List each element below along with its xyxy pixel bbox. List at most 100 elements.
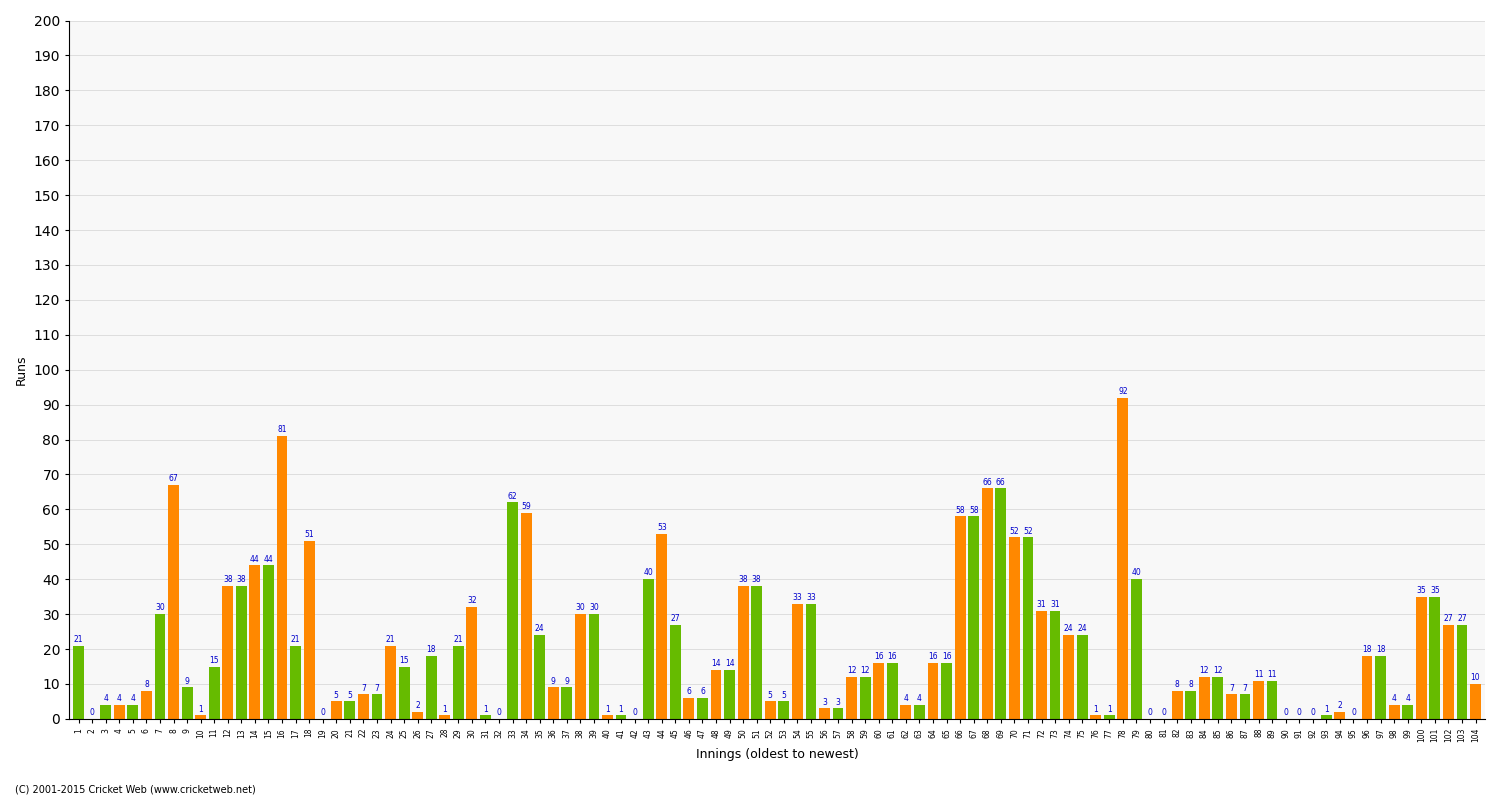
- Bar: [574, 614, 586, 719]
- Text: 30: 30: [576, 603, 585, 613]
- Text: 1: 1: [618, 705, 624, 714]
- Bar: [1036, 610, 1047, 719]
- Text: 33: 33: [792, 593, 802, 602]
- Bar: [602, 715, 613, 719]
- Bar: [1198, 677, 1209, 719]
- Bar: [1430, 597, 1440, 719]
- Text: 0: 0: [1161, 708, 1166, 717]
- Text: 44: 44: [264, 554, 273, 563]
- Text: 5: 5: [782, 690, 786, 700]
- Bar: [859, 677, 870, 719]
- Text: 21: 21: [291, 635, 300, 644]
- Text: 67: 67: [168, 474, 178, 483]
- Bar: [1266, 681, 1278, 719]
- Bar: [534, 635, 544, 719]
- Bar: [1252, 681, 1264, 719]
- Bar: [303, 541, 315, 719]
- Bar: [711, 670, 722, 719]
- Text: 10: 10: [1470, 674, 1480, 682]
- Text: (C) 2001-2015 Cricket Web (www.cricketweb.net): (C) 2001-2015 Cricket Web (www.cricketwe…: [15, 784, 255, 794]
- Bar: [1023, 538, 1034, 719]
- Bar: [520, 513, 531, 719]
- Text: 24: 24: [1064, 624, 1074, 634]
- Bar: [1104, 715, 1114, 719]
- Text: 58: 58: [969, 506, 978, 514]
- Text: 4: 4: [117, 694, 122, 703]
- Text: 1: 1: [483, 705, 488, 714]
- Bar: [209, 666, 219, 719]
- Text: 21: 21: [74, 635, 84, 644]
- Text: 52: 52: [1010, 526, 1019, 535]
- Bar: [1416, 597, 1426, 719]
- Bar: [1456, 625, 1467, 719]
- Text: 16: 16: [928, 652, 938, 662]
- Bar: [141, 691, 152, 719]
- Text: 31: 31: [1036, 600, 1047, 609]
- Text: 4: 4: [104, 694, 108, 703]
- Text: 0: 0: [1311, 708, 1316, 717]
- Bar: [982, 489, 993, 719]
- Text: 8: 8: [1174, 680, 1179, 690]
- Text: 1: 1: [442, 705, 447, 714]
- Text: 16: 16: [942, 652, 951, 662]
- Bar: [386, 646, 396, 719]
- Text: 3: 3: [822, 698, 827, 706]
- Bar: [886, 663, 897, 719]
- Bar: [778, 702, 789, 719]
- Bar: [792, 604, 802, 719]
- Text: 0: 0: [1298, 708, 1302, 717]
- Text: 7: 7: [362, 684, 366, 693]
- Text: 24: 24: [1077, 624, 1088, 634]
- Bar: [100, 705, 111, 719]
- Text: 81: 81: [278, 426, 286, 434]
- Bar: [969, 516, 980, 719]
- Text: 27: 27: [670, 614, 680, 623]
- Bar: [670, 625, 681, 719]
- Bar: [1239, 694, 1251, 719]
- Text: 35: 35: [1416, 586, 1426, 595]
- Bar: [927, 663, 939, 719]
- Text: 8: 8: [1188, 680, 1192, 690]
- Text: 31: 31: [1050, 600, 1060, 609]
- Text: 5: 5: [334, 690, 339, 700]
- Text: 0: 0: [1148, 708, 1152, 717]
- Bar: [684, 698, 694, 719]
- Text: 66: 66: [996, 478, 1005, 486]
- Text: 7: 7: [1228, 684, 1234, 693]
- Bar: [846, 677, 856, 719]
- Bar: [332, 702, 342, 719]
- Bar: [900, 705, 912, 719]
- Bar: [996, 489, 1006, 719]
- Text: 38: 38: [738, 575, 748, 585]
- Bar: [507, 502, 518, 719]
- Bar: [1090, 715, 1101, 719]
- Text: 5: 5: [768, 690, 772, 700]
- Text: 2: 2: [1338, 701, 1342, 710]
- Text: 0: 0: [321, 708, 326, 717]
- Text: 6: 6: [687, 687, 692, 696]
- Text: 18: 18: [1376, 646, 1386, 654]
- Bar: [466, 607, 477, 719]
- Text: 6: 6: [700, 687, 705, 696]
- Text: 21: 21: [386, 635, 396, 644]
- Bar: [1443, 625, 1454, 719]
- Bar: [413, 712, 423, 719]
- Bar: [561, 687, 572, 719]
- Text: 9: 9: [184, 677, 189, 686]
- Bar: [1077, 635, 1088, 719]
- Text: 38: 38: [237, 575, 246, 585]
- Bar: [914, 705, 926, 719]
- Text: 4: 4: [1392, 694, 1396, 703]
- Bar: [1050, 610, 1060, 719]
- Text: 1: 1: [198, 705, 202, 714]
- Text: 2: 2: [416, 701, 420, 710]
- Text: 16: 16: [888, 652, 897, 662]
- Bar: [1118, 398, 1128, 719]
- Text: 92: 92: [1118, 387, 1128, 396]
- Bar: [453, 646, 464, 719]
- Bar: [657, 534, 668, 719]
- Bar: [615, 715, 627, 719]
- Text: 0: 0: [90, 708, 94, 717]
- Text: 8: 8: [144, 680, 148, 690]
- Bar: [819, 709, 830, 719]
